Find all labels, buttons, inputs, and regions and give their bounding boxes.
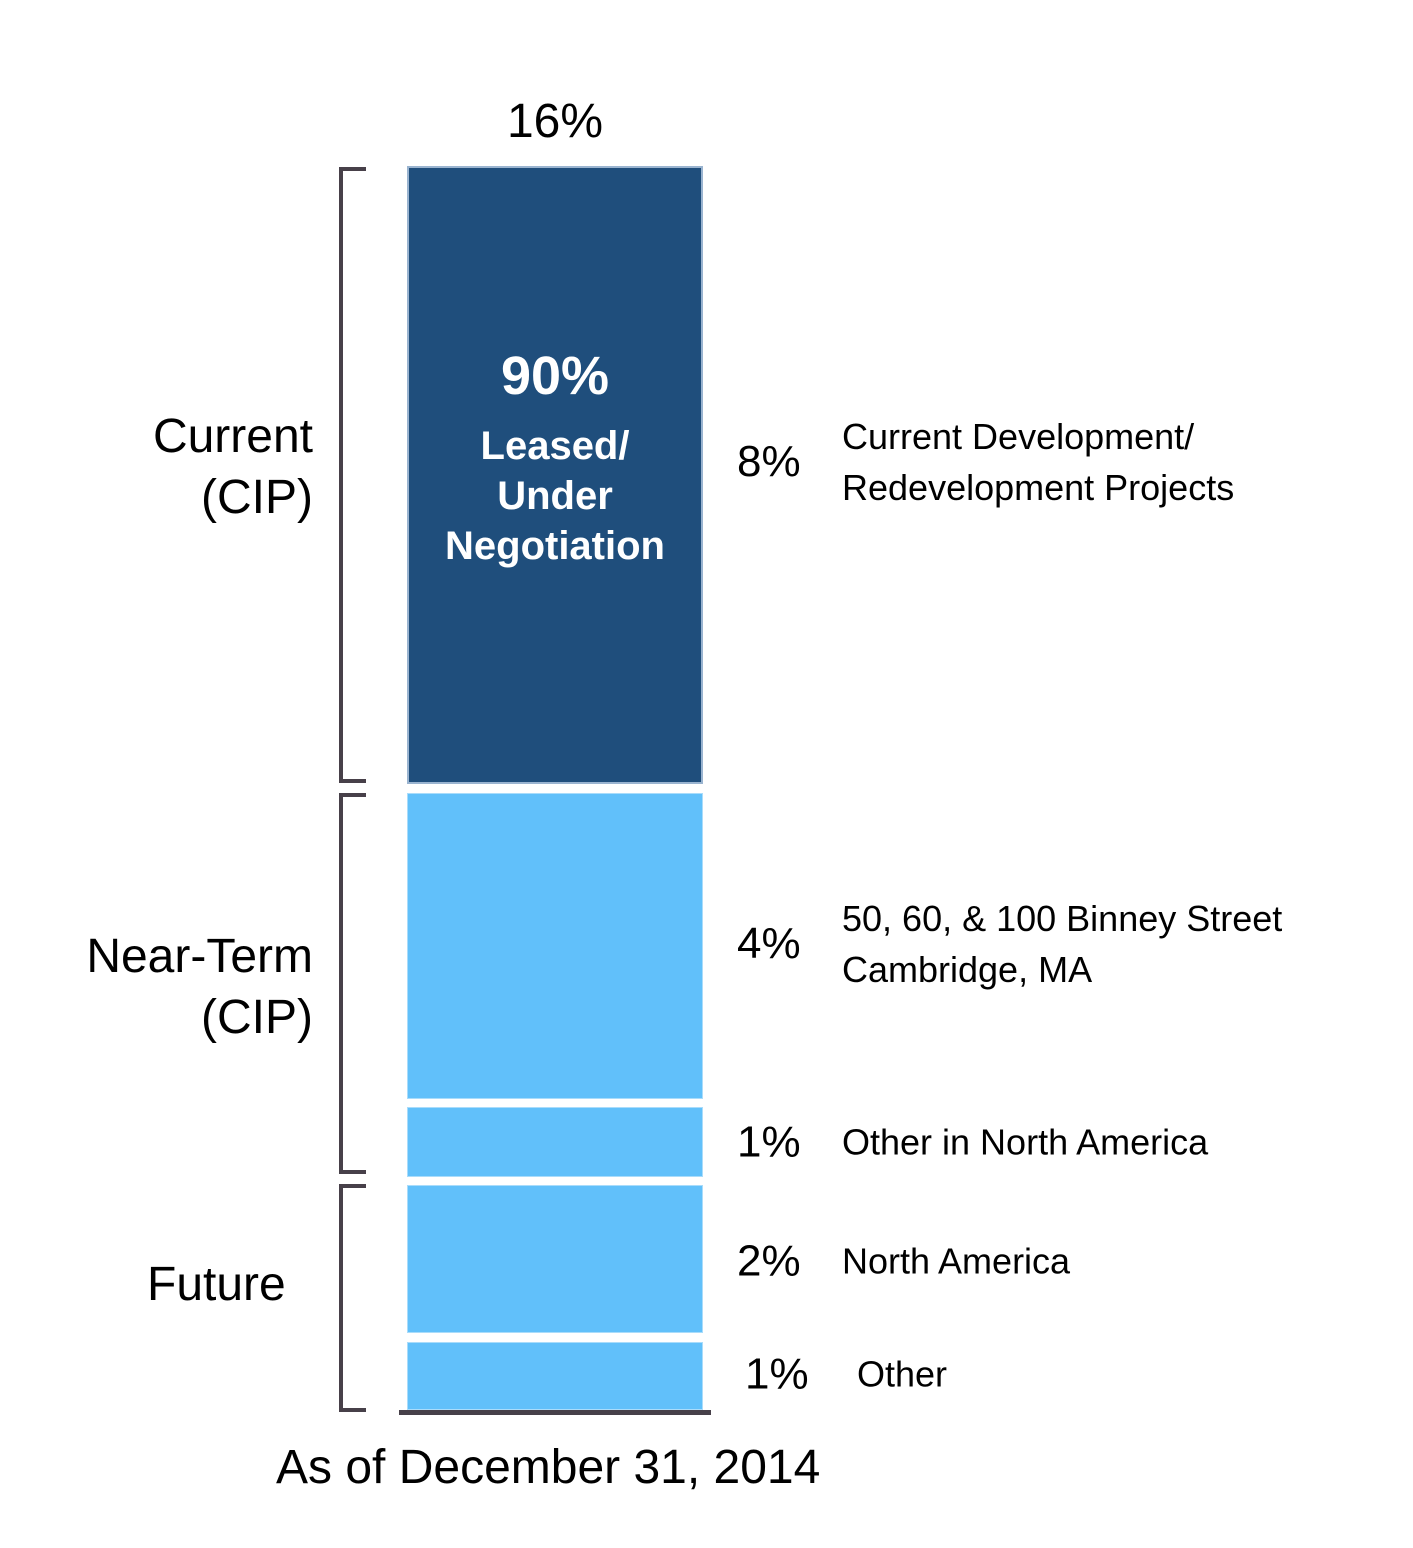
segment-description-line: Current Development/	[842, 415, 1195, 457]
segment-description: Other in North America	[842, 1121, 1209, 1163]
future-bracket	[339, 1184, 366, 1412]
current-cip-bracket	[339, 167, 366, 783]
group-label-current-cip: Current (CIP)	[60, 406, 313, 529]
segment-description: North America	[842, 1240, 1071, 1282]
segment-description: Current Development/ Redevelopment Proje…	[842, 411, 1234, 513]
bar-segment-binney-4pct	[407, 793, 703, 1099]
total-percentage-label: 16%	[506, 95, 604, 148]
group-label-line: Current	[152, 410, 313, 463]
leased-annotation-line: Leased/	[480, 423, 630, 468]
near-term-cip-bracket	[339, 793, 366, 1174]
segment-description: Other	[857, 1353, 948, 1395]
segment-description: 50, 60, & 100 Binney Street Cambridge, M…	[842, 893, 1282, 995]
bar-segment-other-na-1pct	[407, 1107, 703, 1177]
segment-legend-row: 1% Other	[737, 1348, 947, 1399]
group-label-line: (CIP)	[201, 991, 313, 1045]
segment-legend-row: 4% 50, 60, & 100 Binney Street Cambridge…	[737, 893, 1282, 995]
group-label-line: (CIP)	[201, 471, 313, 525]
bar-segment-other-1pct	[407, 1342, 703, 1410]
segment-description-line: 50, 60, & 100 Binney Street	[842, 897, 1283, 939]
leased-annotation-line: Under	[497, 473, 613, 518]
leased-annotation-line: Negotiation	[445, 523, 665, 568]
segment-percentage: 1%	[745, 1348, 809, 1398]
group-label-line: Near-Term	[86, 930, 313, 983]
segment-legend-row: 2% North America	[737, 1235, 1070, 1286]
group-label-future: Future	[147, 1254, 347, 1315]
bar-baseline	[399, 1410, 711, 1415]
segment-description-line: Redevelopment Projects	[842, 467, 1235, 508]
bar-annotation-leased: 90% Leased/ Under Negotiation	[407, 348, 703, 571]
group-label-line: Future	[147, 1258, 286, 1311]
bar-segment-north-america-2pct	[407, 1185, 703, 1333]
segment-percentage: 8%	[737, 437, 801, 486]
segment-percentage: 1%	[737, 1116, 801, 1166]
segment-percentage: 4%	[737, 919, 801, 968]
segment-description-line: Cambridge, MA	[842, 949, 1093, 990]
segment-legend-row: 1% Other in North America	[737, 1116, 1208, 1167]
segment-legend-row: 8% Current Development/ Redevelopment Pr…	[737, 411, 1234, 513]
segment-percentage: 2%	[737, 1235, 801, 1285]
group-label-near-term-cip: Near-Term (CIP)	[60, 926, 313, 1049]
bar-segment-current-8pct	[407, 166, 703, 784]
leased-percentage: 90%	[500, 346, 610, 406]
as-of-date-footnote: As of December 31, 2014	[276, 1441, 821, 1494]
